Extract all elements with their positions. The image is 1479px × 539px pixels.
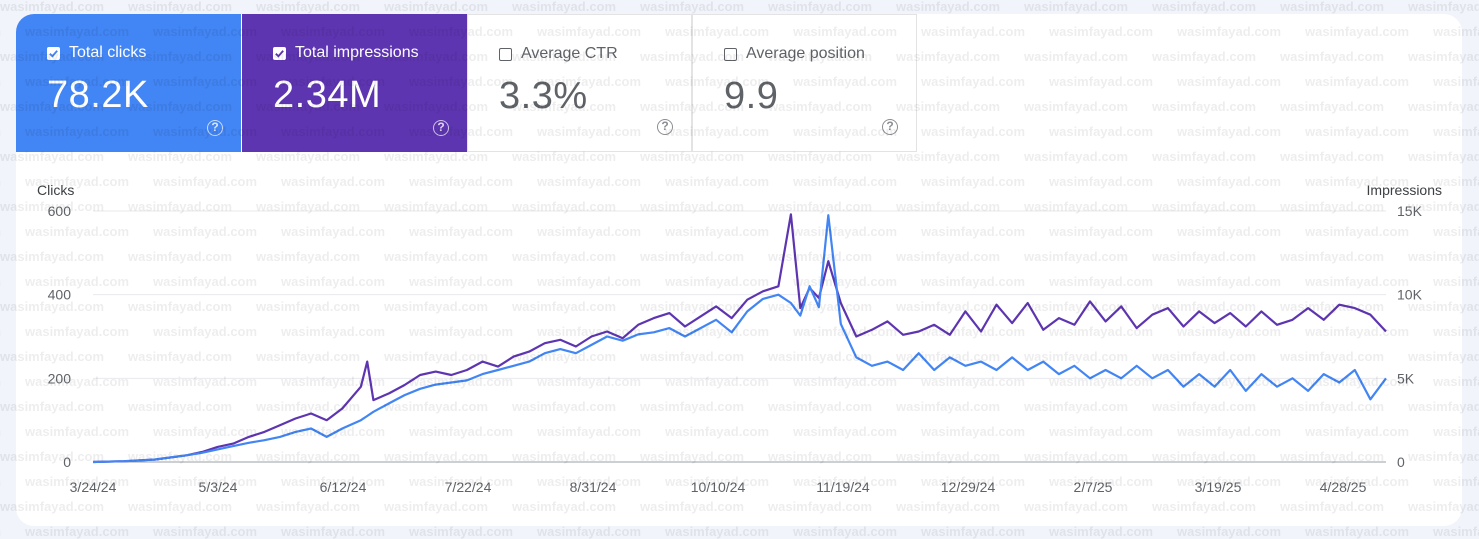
watermark-text: wasimfayad.com [792,524,897,539]
y-left-tick-label: 600 [48,203,72,219]
performance-card: Total clicks 78.2K? Total impressions 2.34M… [16,14,1462,526]
metric-checkbox[interactable] [724,47,737,61]
watermark-text: wasimfayad.com [0,174,1,189]
watermark-text: wasimfayad.com [920,524,1025,539]
y-right-tick-label: 0 [1397,454,1405,470]
x-tick-label: 2/7/25 [1074,479,1113,495]
watermark-text: wasimfayad.com [0,324,1,339]
metric-header: Total clicks [47,44,146,62]
series-line-total-clicks[interactable] [92,214,1387,464]
help-icon[interactable]: ? [433,120,449,136]
y-left-tick-label: 400 [48,287,72,303]
metric-value: 78.2K [47,74,149,116]
watermark-text: wasimfayad.com [24,524,129,539]
x-tick-label: 3/19/25 [1195,479,1242,495]
watermark-text: wasimfayad.com [767,0,872,14]
performance-chart: Clicks Impressions 0 200 400 600 0 5K 10K 15K 3/24… [37,182,1442,495]
metric-checkbox[interactable] [273,46,286,60]
watermark-text: wasimfayad.com [0,374,1,389]
x-tick-label: 5/3/24 [199,479,238,495]
x-tick-label: 7/22/24 [445,479,492,495]
watermark-text: wasimfayad.com [1304,524,1409,539]
watermark-text: wasimfayad.com [1176,524,1281,539]
metric-checkbox[interactable] [499,47,512,61]
y-left-axis-title: Clicks [37,182,74,198]
help-icon[interactable]: ? [657,119,673,135]
watermark-text: wasimfayad.com [0,424,1,439]
metric-tile-average-position[interactable]: Average position 9.9? [692,14,917,152]
y-left-tick-label: 0 [63,454,71,470]
metric-label: Average position [746,45,865,62]
watermark-text: wasimfayad.com [152,524,257,539]
watermark-text: wasimfayad.com [0,224,1,239]
watermark-text: wasimfayad.com [1432,524,1479,539]
metric-tile-total-clicks[interactable]: Total clicks 78.2K? [16,14,241,152]
help-icon[interactable]: ? [207,120,223,136]
help-icon[interactable]: ? [882,119,898,135]
watermark-text: wasimfayad.com [0,74,1,89]
checkmark-icon [275,49,284,58]
watermark-text: wasimfayad.com [1279,0,1384,14]
watermark-text: wasimfayad.com [383,0,488,14]
metric-header: Average position [724,45,865,63]
y-right-tick-label: 15K [1397,203,1423,219]
metric-header: Average CTR [499,45,618,63]
metric-checkbox[interactable] [47,46,60,60]
watermark-text: wasimfayad.com [1407,0,1479,14]
series-line-total-impressions[interactable] [92,213,1387,464]
metric-label: Total impressions [295,44,419,61]
metric-label: Average CTR [521,45,618,62]
metric-label: Total clicks [69,44,147,61]
watermark-text: wasimfayad.com [0,524,1,539]
watermark-text: wasimfayad.com [1048,524,1153,539]
watermark-text: wasimfayad.com [408,524,513,539]
x-tick-label: 8/31/24 [570,479,617,495]
metric-tile-total-impressions[interactable]: Total impressions 2.34M? [242,14,467,152]
watermark-text: wasimfayad.com [0,24,1,39]
x-tick-label: 6/12/24 [320,479,367,495]
watermark-text: wasimfayad.com [0,124,1,139]
metric-value: 3.3% [499,75,588,117]
watermark-text: wasimfayad.com [0,474,1,489]
y-right-tick-label: 10K [1397,287,1423,303]
x-tick-label: 10/10/24 [691,479,746,495]
metric-header: Total impressions [273,44,419,62]
watermark-text: wasimfayad.com [511,0,616,14]
x-tick-label: 4/28/25 [1320,479,1367,495]
watermark-text: wasimfayad.com [0,274,1,289]
watermark-text: wasimfayad.com [536,524,641,539]
metric-value: 2.34M [273,74,382,116]
watermark-text: wasimfayad.com [280,524,385,539]
metric-tile-average-ctr[interactable]: Average CTR 3.3%? [467,14,692,152]
watermark-text: wasimfayad.com [255,0,360,14]
watermark-text: wasimfayad.com [639,0,744,14]
x-tick-label: 3/24/24 [70,479,117,495]
watermark-text: wasimfayad.com [664,524,769,539]
y-right-tick-label: 5K [1397,370,1415,386]
y-left-tick-label: 200 [48,370,72,386]
watermark-text: wasimfayad.com [0,0,104,14]
metric-value: 9.9 [724,75,779,117]
checkmark-icon [49,49,58,58]
watermark-text: wasimfayad.com [1151,0,1256,14]
watermark-text: wasimfayad.com [895,0,1000,14]
watermark-text: wasimfayad.com [1023,0,1128,14]
x-tick-label: 12/29/24 [941,479,996,495]
watermark-text: wasimfayad.com [127,0,232,14]
x-tick-label: 11/19/24 [816,479,870,495]
y-right-axis-title: Impressions [1367,182,1442,198]
